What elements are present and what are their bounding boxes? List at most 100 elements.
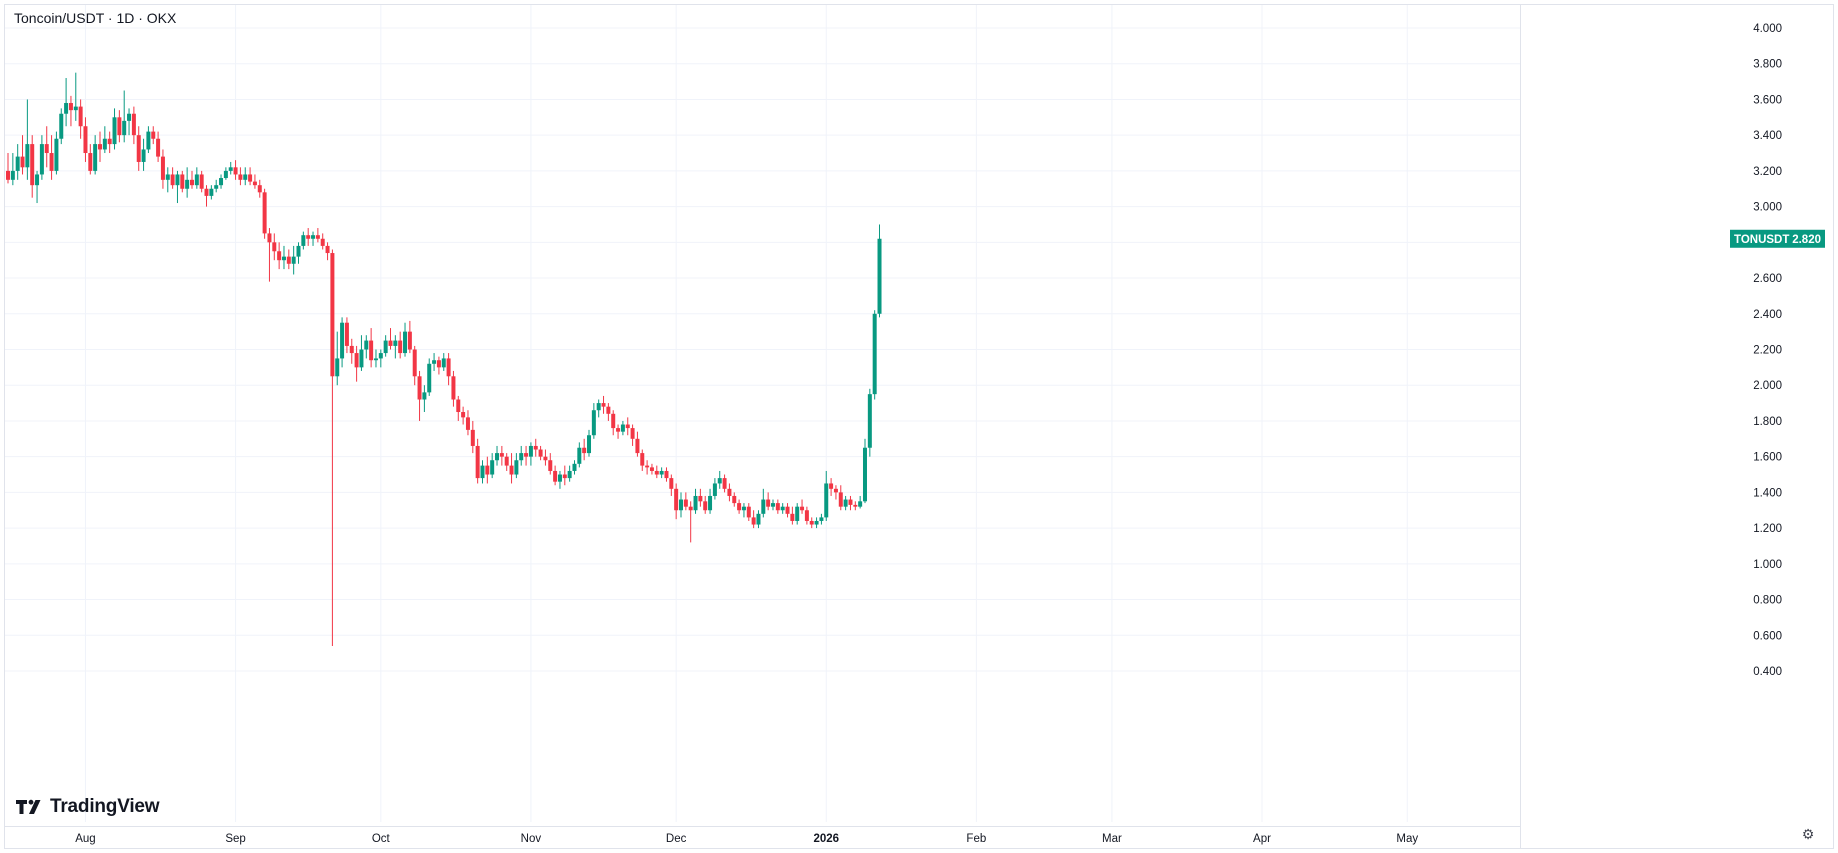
candle (848, 495, 853, 511)
settings-gear-icon[interactable]: ⚙ (1801, 826, 1815, 842)
candle-body (829, 483, 834, 489)
candle (838, 485, 843, 511)
candle (611, 410, 616, 436)
candle-body (616, 428, 621, 432)
candle (751, 510, 756, 529)
candle-body (770, 503, 775, 507)
candle (780, 503, 785, 514)
candle-body (708, 495, 713, 511)
candle-body (553, 470, 558, 482)
candle (136, 126, 141, 171)
candle (867, 388, 872, 457)
candle (451, 370, 456, 407)
candle (533, 438, 538, 457)
candle-body (359, 349, 364, 368)
candle-body (451, 376, 456, 400)
x-tick-label: Feb (966, 833, 986, 845)
candle (146, 126, 151, 154)
candle (359, 335, 364, 371)
candle (422, 385, 427, 413)
candle (548, 453, 553, 475)
tradingview-logo[interactable]: TradingView (16, 796, 160, 818)
candle-body (659, 470, 664, 475)
candle (446, 353, 451, 386)
candle-body (727, 488, 732, 496)
candle-body (664, 470, 669, 479)
candle-body (214, 185, 219, 189)
candle-body (528, 445, 533, 457)
candle-body (306, 235, 311, 239)
candle (388, 328, 393, 350)
candle-body (39, 144, 44, 175)
candle (102, 126, 107, 154)
candle (543, 449, 548, 466)
candle (490, 453, 495, 479)
y-tick-label: 2.400 (1753, 309, 1782, 321)
candle (514, 453, 519, 479)
candle-body (766, 499, 771, 507)
candle-body (248, 174, 253, 182)
candle-body (591, 410, 596, 436)
candle (693, 488, 698, 514)
candle (872, 310, 877, 400)
candle (277, 242, 282, 270)
candle (248, 167, 253, 186)
x-tick-label: Oct (372, 833, 391, 845)
candle (862, 438, 867, 504)
candle (315, 228, 320, 243)
candle-body (640, 453, 645, 466)
candle-body (475, 445, 480, 479)
candle (20, 135, 25, 175)
candle (495, 445, 500, 466)
candle (73, 72, 78, 121)
candle-body (688, 506, 693, 511)
candle-body (335, 358, 340, 377)
last-price-badge-bg (1730, 229, 1825, 248)
y-tick-label: 1.600 (1753, 452, 1782, 464)
candle (44, 126, 49, 168)
candle-body (533, 445, 538, 450)
candle-body (427, 363, 432, 393)
candle-body (785, 506, 790, 514)
candle-body (654, 470, 659, 475)
candle-body (417, 376, 422, 400)
candle-body (403, 331, 408, 354)
candle-body (122, 120, 127, 136)
candle-body (470, 429, 475, 446)
candle-body (25, 144, 30, 168)
candle-body (819, 517, 824, 521)
candle (417, 370, 422, 421)
candle (538, 445, 543, 461)
candle (165, 167, 170, 193)
candle (10, 153, 15, 186)
candle-body (112, 117, 117, 145)
candle-body (238, 174, 243, 180)
candle (741, 503, 746, 518)
candle (800, 499, 805, 514)
candle (354, 345, 359, 382)
candle (117, 110, 122, 143)
y-tick-label: 0.600 (1753, 630, 1782, 642)
candle-body (185, 179, 190, 189)
candle-body (606, 406, 611, 414)
candle-body (669, 478, 674, 489)
candle-body (480, 465, 485, 479)
candle-body (54, 138, 59, 171)
candle-body (436, 360, 441, 368)
candle (679, 492, 684, 518)
candle (272, 233, 277, 261)
candle (175, 170, 180, 204)
candle-body (412, 349, 417, 377)
candle-body (6, 170, 10, 180)
candle-body (649, 467, 654, 471)
candle (877, 224, 882, 318)
candle-body (814, 520, 819, 525)
candle (441, 353, 446, 371)
candle (281, 245, 286, 270)
candle-body (756, 513, 761, 525)
candle (645, 460, 650, 475)
candle (770, 499, 775, 511)
candle-body (485, 465, 490, 475)
